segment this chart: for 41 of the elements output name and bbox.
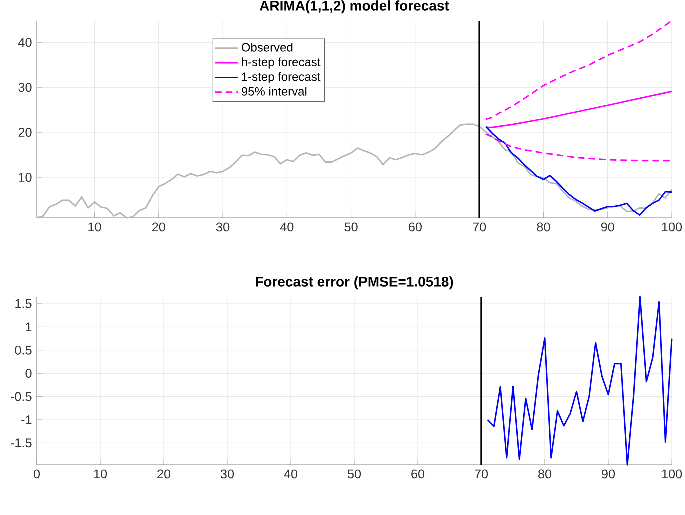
x-tick-label: 0 bbox=[34, 470, 40, 479]
x-tick-label: 20 bbox=[158, 470, 171, 479]
x-tick-label: 60 bbox=[412, 470, 425, 479]
x-tick-label: 10 bbox=[94, 470, 108, 479]
y-tick-label: -1.5 bbox=[11, 438, 32, 448]
x-tick-label: 30 bbox=[216, 222, 230, 232]
legend-label: 1-step forecast bbox=[242, 72, 321, 84]
x-tick-label: 70 bbox=[473, 222, 486, 232]
line-series bbox=[485, 20, 673, 120]
x-tick-label: 80 bbox=[538, 470, 552, 479]
y-tick-label: -0.5 bbox=[11, 392, 32, 402]
x-tick-label: 60 bbox=[409, 222, 422, 232]
chart-title: Forecast error (PMSE=1.0518) bbox=[256, 276, 454, 290]
y-tick-label: 0 bbox=[26, 369, 32, 378]
x-tick-label: 80 bbox=[537, 222, 550, 232]
chart-title: ARIMA(1,1,2) model forecast bbox=[260, 0, 450, 14]
x-tick-label: 90 bbox=[601, 222, 614, 232]
legend-label: Observed bbox=[242, 42, 293, 52]
y-tick-label: 30 bbox=[18, 83, 32, 92]
x-tick-label: 70 bbox=[475, 470, 488, 479]
y-tick-label: 10 bbox=[19, 173, 32, 182]
line-series bbox=[485, 134, 673, 162]
x-tick-label: 100 bbox=[662, 222, 682, 232]
y-tick-label: 1.5 bbox=[16, 300, 32, 308]
x-tick-label: 50 bbox=[344, 222, 358, 232]
x-tick-label: 30 bbox=[220, 470, 234, 479]
legend-label: 95% interval bbox=[242, 87, 307, 96]
legend-label: h-step forecast bbox=[242, 58, 321, 69]
x-tick-label: 40 bbox=[284, 470, 298, 479]
y-tick-label: 1 bbox=[26, 322, 32, 332]
x-tick-label: 100 bbox=[662, 470, 682, 479]
y-tick-label: 40 bbox=[18, 38, 32, 48]
x-tick-label: 50 bbox=[348, 470, 362, 479]
x-tick-label: 10 bbox=[88, 222, 102, 232]
line-series bbox=[487, 296, 673, 466]
y-tick-label: 0.5 bbox=[15, 346, 32, 355]
x-tick-label: 90 bbox=[602, 470, 616, 479]
y-tick-label: 20 bbox=[18, 128, 32, 138]
x-tick-label: 20 bbox=[152, 222, 166, 232]
x-tick-label: 40 bbox=[280, 222, 294, 232]
y-tick-label: -1 bbox=[22, 416, 32, 424]
